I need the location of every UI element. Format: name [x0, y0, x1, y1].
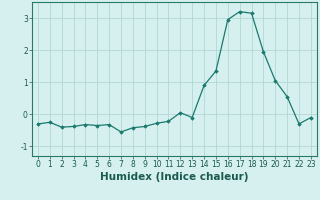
X-axis label: Humidex (Indice chaleur): Humidex (Indice chaleur) [100, 172, 249, 182]
